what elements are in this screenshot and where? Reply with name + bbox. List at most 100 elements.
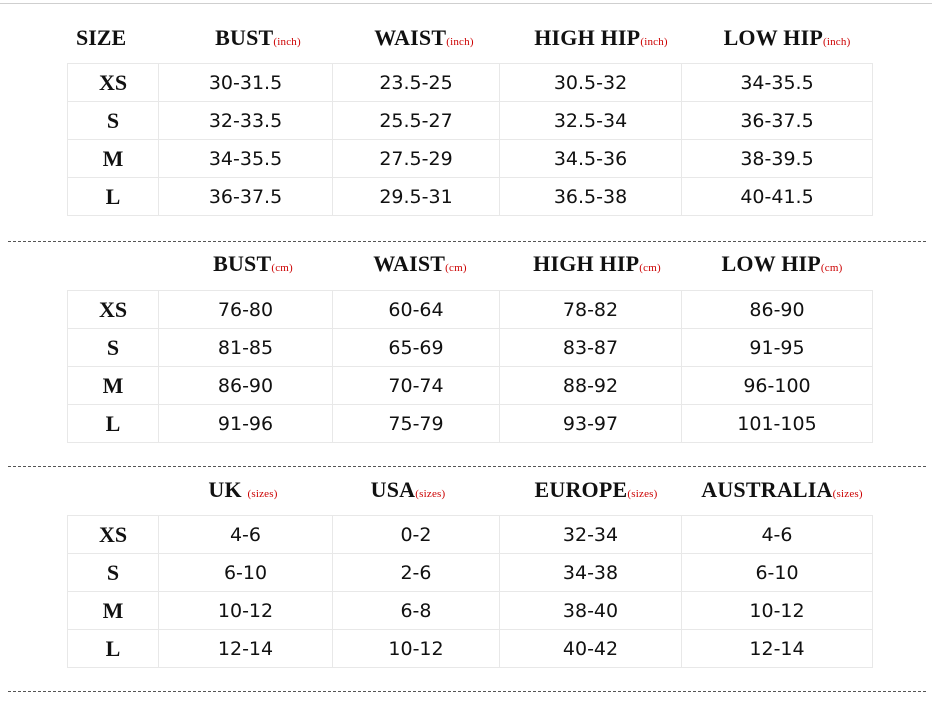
header-unit: (sizes) [832,488,863,500]
value-cell: 12-14 [681,629,873,668]
header-waist-inch: WAIST(inch) [374,25,473,51]
value-cell: 34-35.5 [681,63,873,102]
header-uk: UK (sizes) [208,477,277,503]
section-divider [8,241,926,242]
header-label: LOW HIP [721,251,821,276]
header-label: WAIST [373,251,446,276]
value-cell: 32-34 [499,515,682,554]
value-cell: 78-82 [499,290,682,329]
header-unit: (cm) [445,262,467,274]
size-cell: L [67,629,159,668]
table-row: L 91-96 75-79 93-97 101-105 [67,404,873,443]
value-cell: 40-41.5 [681,177,873,216]
size-cell: L [67,404,159,443]
header-unit: (cm) [639,262,661,274]
value-cell: 6-10 [681,553,873,592]
value-cell: 25.5-27 [332,101,500,140]
header-unit: (sizes) [415,488,446,500]
value-cell: 23.5-25 [332,63,500,102]
value-cell: 76-80 [158,290,333,329]
value-cell: 86-90 [158,366,333,405]
value-cell: 91-96 [158,404,333,443]
value-cell: 30.5-32 [499,63,682,102]
value-cell: 10-12 [681,591,873,630]
table-row: L 12-14 10-12 40-42 12-14 [67,629,873,668]
header-waist-cm: WAIST(cm) [373,251,467,277]
size-column-title: SIZE [76,25,127,50]
value-cell: 101-105 [681,404,873,443]
table-row: S 32-33.5 25.5-27 32.5-34 36-37.5 [67,101,873,140]
value-cell: 38-39.5 [681,139,873,178]
value-cell: 4-6 [158,515,333,554]
value-cell: 27.5-29 [332,139,500,178]
size-cell: M [67,591,159,630]
header-high-hip-inch: HIGH HIP(inch) [534,25,668,51]
value-cell: 86-90 [681,290,873,329]
table-row: S 81-85 65-69 83-87 91-95 [67,328,873,367]
value-cell: 29.5-31 [332,177,500,216]
header-label: HIGH HIP [534,25,641,50]
value-cell: 10-12 [332,629,500,668]
value-cell: 91-95 [681,328,873,367]
size-cell: S [67,553,159,592]
value-cell: 32.5-34 [499,101,682,140]
header-label: BUST [213,251,272,276]
value-cell: 40-42 [499,629,682,668]
header-usa: USA(sizes) [371,477,446,503]
value-cell: 34.5-36 [499,139,682,178]
value-cell: 60-64 [332,290,500,329]
value-cell: 6-8 [332,591,500,630]
header-label: AUSTRALIA [701,477,833,502]
table-row: S 6-10 2-6 34-38 6-10 [67,553,873,592]
value-cell: 34-35.5 [158,139,333,178]
size-cell: L [67,177,159,216]
inch-size-table: XS 30-31.5 23.5-25 30.5-32 34-35.5 S 32-… [67,63,873,216]
value-cell: 0-2 [332,515,500,554]
header-label: HIGH HIP [533,251,640,276]
header-europe: EUROPE(sizes) [535,477,658,503]
size-cell: XS [67,515,159,554]
value-cell: 38-40 [499,591,682,630]
size-cell: XS [67,290,159,329]
value-cell: 75-79 [332,404,500,443]
table-row: XS 76-80 60-64 78-82 86-90 [67,290,873,329]
header-label: UK [208,477,248,502]
value-cell: 2-6 [332,553,500,592]
header-australia: AUSTRALIA(sizes) [701,477,863,503]
size-cell: S [67,101,159,140]
value-cell: 34-38 [499,553,682,592]
size-cell: XS [67,63,159,102]
header-unit: (cm) [271,262,293,274]
header-label: BUST [215,25,274,50]
value-cell: 36-37.5 [681,101,873,140]
table-row: L 36-37.5 29.5-31 36.5-38 40-41.5 [67,177,873,216]
top-border [0,3,932,4]
value-cell: 65-69 [332,328,500,367]
cm-size-table: XS 76-80 60-64 78-82 86-90 S 81-85 65-69… [67,290,873,443]
value-cell: 6-10 [158,553,333,592]
header-label: LOW HIP [723,25,823,50]
table-row: XS 4-6 0-2 32-34 4-6 [67,515,873,554]
header-low-hip-cm: LOW HIP(cm) [722,251,843,277]
size-cell: M [67,139,159,178]
value-cell: 4-6 [681,515,873,554]
table-row: M 86-90 70-74 88-92 96-100 [67,366,873,405]
size-cell: M [67,366,159,405]
value-cell: 96-100 [681,366,873,405]
header-label: USA [370,477,416,502]
header-unit: (cm) [820,262,843,274]
header-bust-inch: BUST(inch) [215,25,301,51]
value-cell: 83-87 [499,328,682,367]
header-high-hip-cm: HIGH HIP(cm) [533,251,661,277]
value-cell: 10-12 [158,591,333,630]
header-unit: (inch) [640,36,668,48]
value-cell: 12-14 [158,629,333,668]
table-row: M 10-12 6-8 38-40 10-12 [67,591,873,630]
value-cell: 70-74 [332,366,500,405]
table-row: M 34-35.5 27.5-29 34.5-36 38-39.5 [67,139,873,178]
value-cell: 36.5-38 [499,177,682,216]
header-unit: (sizes) [247,488,278,500]
header-label: WAIST [374,25,447,50]
section-divider [8,691,926,692]
value-cell: 30-31.5 [158,63,333,102]
